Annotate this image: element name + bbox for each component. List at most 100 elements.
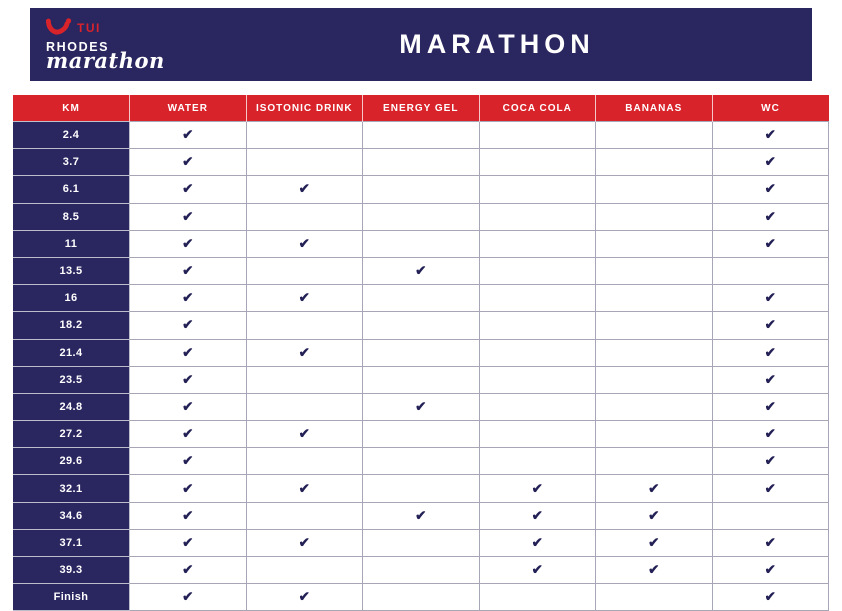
checkmark-icon: ✔ [182,534,194,550]
check-cell [245,256,363,286]
check-cell: ✔ [595,501,713,530]
check-cell [362,175,480,204]
check-cell: ✔ [245,420,363,449]
checkmark-icon: ✔ [764,208,776,224]
check-cell [595,120,713,150]
checkmark-icon: ✔ [764,127,776,143]
check-cell: ✔ [245,229,363,258]
km-cell: 21.4 [13,338,130,367]
check-cell [245,555,363,585]
km-cell: 24.8 [13,392,130,422]
table-row: 16 ✔ ✔ ✔ [13,284,829,313]
table-row: 3.7 ✔ ✔ [13,148,829,177]
check-cell [595,229,713,258]
check-cell: ✔ [478,528,596,558]
table-row: 8.5 ✔ ✔ [13,202,829,231]
check-cell [595,311,713,340]
check-cell [711,501,829,530]
check-cell [245,447,363,476]
check-cell [245,501,363,530]
check-cell: ✔ [129,420,247,449]
check-cell [595,392,713,422]
checkmark-icon: ✔ [182,208,194,224]
table-row: 23.5 ✔ ✔ [13,365,829,394]
km-cell: Finish [13,583,130,611]
check-cell: ✔ [711,392,829,422]
check-cell: ✔ [711,202,829,231]
check-cell: ✔ [245,528,363,558]
check-cell: ✔ [711,229,829,258]
check-cell: ✔ [711,447,829,476]
check-cell: ✔ [595,474,713,503]
column-header-energy-gel: ENERGY GEL [362,95,479,122]
table-body: 2.4 ✔ ✔ 3.7 ✔ ✔ 6.1 ✔ ✔ ✔ 8.5 ✔ ✔ 11 ✔ ✔ ✔ 13.5 ✔ ✔ 16 ✔ ✔ ✔ 18.… [13,120,829,611]
check-cell: ✔ [711,148,829,177]
checkmark-icon: ✔ [531,562,543,578]
table-row: 32.1 ✔ ✔ ✔ ✔ ✔ [13,474,829,503]
aid-station-table: KM WATER ISOTONIC DRINK ENERGY GEL COCA COLA… [13,95,829,611]
check-cell [362,474,480,503]
check-cell: ✔ [711,284,829,313]
check-cell [362,284,480,313]
checkmark-icon: ✔ [764,181,776,197]
tui-logo-row: TUI [46,18,182,37]
km-cell: 13.5 [13,256,130,286]
km-cell: 3.7 [13,148,130,177]
check-cell: ✔ [595,528,713,558]
checkmark-icon: ✔ [182,507,194,523]
checkmark-icon: ✔ [182,371,194,387]
column-header-km: KM [13,95,130,122]
check-cell: ✔ [711,555,829,585]
check-cell [478,175,596,204]
checkmark-icon: ✔ [182,480,194,496]
checkmark-icon: ✔ [298,344,310,360]
checkmark-icon: ✔ [182,562,194,578]
table-row: 37.1 ✔ ✔ ✔ ✔ ✔ [13,528,829,558]
logo-rhodes-text: RHODES [46,39,110,54]
checkmark-icon: ✔ [182,589,194,605]
km-cell: 16 [13,284,130,313]
check-cell: ✔ [129,338,247,367]
check-cell [595,284,713,313]
check-cell [478,256,596,286]
checkmark-icon: ✔ [764,371,776,387]
check-cell: ✔ [595,555,713,585]
check-cell: ✔ [129,447,247,476]
check-cell [595,365,713,394]
check-cell [595,338,713,367]
check-cell [478,229,596,258]
check-cell [478,420,596,449]
check-cell [711,256,829,286]
check-cell: ✔ [711,365,829,394]
table-row: 24.8 ✔ ✔ ✔ [13,392,829,422]
table-row: 27.2 ✔ ✔ ✔ [13,420,829,449]
check-cell [595,148,713,177]
table-row: 13.5 ✔ ✔ [13,256,829,286]
check-cell [595,202,713,231]
check-cell: ✔ [711,528,829,558]
check-cell: ✔ [362,501,480,530]
km-cell: 39.3 [13,555,130,585]
check-cell [245,365,363,394]
check-cell [595,420,713,449]
check-cell: ✔ [245,284,363,313]
tui-rhodes-marathon-logo: TUI RHODES marathon [30,8,182,81]
check-cell [245,311,363,340]
checkmark-icon: ✔ [764,480,776,496]
column-header-bananas: BANANAS [595,95,712,122]
check-cell [362,420,480,449]
check-cell [245,202,363,231]
check-cell: ✔ [245,175,363,204]
check-cell [362,447,480,476]
check-cell: ✔ [129,256,247,286]
check-cell: ✔ [245,338,363,367]
check-cell [478,311,596,340]
table-row: 18.2 ✔ ✔ [13,311,829,340]
km-cell: 32.1 [13,474,130,503]
check-cell: ✔ [129,528,247,558]
check-cell: ✔ [129,365,247,394]
checkmark-icon: ✔ [764,426,776,442]
checkmark-icon: ✔ [182,263,194,279]
check-cell [362,338,480,367]
checkmark-icon: ✔ [298,480,310,496]
